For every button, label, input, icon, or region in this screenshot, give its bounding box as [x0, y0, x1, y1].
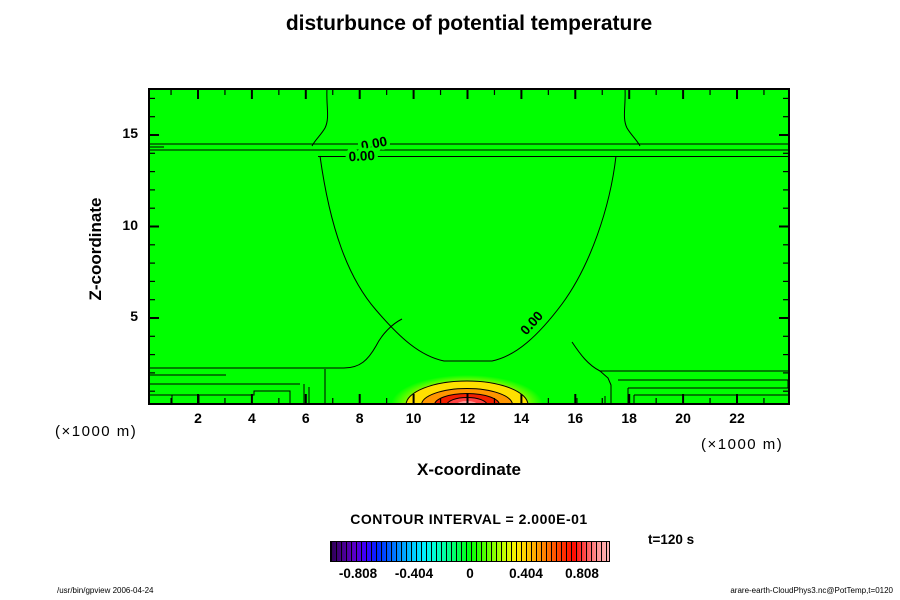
y-axis-label: Z-coordinate [86, 197, 105, 301]
colorbar-tick-label: 0 [466, 566, 474, 581]
x-tick-label: 22 [729, 410, 745, 426]
x-tick-label: 4 [247, 410, 256, 426]
x-unit-right: (×1000 m) [701, 436, 784, 453]
contour-interval-label: CONTOUR INTERVAL = 2.000E-01 [350, 511, 588, 527]
x-tick-label: 16 [567, 410, 584, 426]
colorbar-tick-label: 0.808 [565, 566, 599, 581]
time-label: t=120 s [648, 532, 695, 547]
colorbar-tick-label: -0.808 [338, 566, 378, 581]
upper-zero-contours [148, 143, 790, 157]
plot-frame [148, 88, 790, 405]
colorbar-tick-labels: -0.808 -0.404 0 0.404 0.808 [330, 566, 610, 581]
zero-contour-bowl [319, 155, 617, 362]
contour-plot: 0.00 0.00 0.00 [148, 87, 790, 435]
x-tick-label: 2 [194, 410, 202, 426]
top-contour-right [623, 87, 641, 147]
chart-title: disturbunce of potential temperature [285, 12, 653, 35]
contour-label-1: 0.00 [348, 148, 375, 164]
y-tick-label: 5 [130, 308, 138, 324]
x-tick-label: 18 [621, 410, 637, 426]
colorbar-tick-label: 0.404 [509, 566, 543, 581]
footer-datasource: arare-earth-CloudPhys3.nc@PotTemp,t=0120 [730, 586, 893, 595]
x-unit-left: (×1000 m) [55, 423, 138, 440]
plot-background [148, 88, 790, 405]
plot-area: 0.00 0.00 0.00 [148, 87, 790, 435]
x-tick-label: 14 [513, 410, 530, 426]
colorbar [330, 541, 610, 562]
x-axis-label: X-coordinate [417, 460, 521, 479]
x-tick-label: 12 [459, 410, 476, 426]
y-tick-label: 15 [122, 125, 138, 141]
x-tick-label: 20 [675, 410, 691, 426]
x-tick-label: 6 [301, 410, 310, 426]
footer-command: /usr/bin/gpview 2006-04-24 [57, 586, 154, 595]
x-tick-label: 8 [355, 410, 364, 426]
y-tick-label: 10 [122, 216, 138, 233]
axis-tick-marks [150, 90, 788, 403]
top-contour-left [311, 87, 329, 147]
x-tick-label: 10 [405, 410, 422, 426]
colorbar-tick-label: -0.404 [394, 566, 434, 581]
